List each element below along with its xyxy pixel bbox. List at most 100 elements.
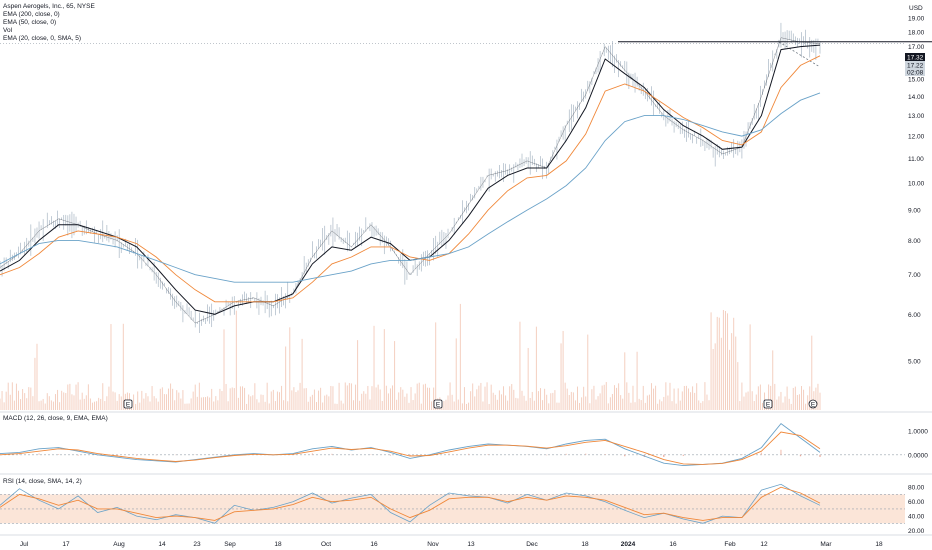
volume-bar: [71, 394, 73, 410]
macd-hist-bar: [18, 454, 21, 455]
volume-bar: [233, 388, 235, 410]
price-tick-label: 14.00: [908, 94, 925, 101]
rsi-line: [0, 483, 821, 524]
volume-bar: [768, 384, 770, 410]
volume-bar: [653, 388, 655, 410]
volume-bar: [484, 386, 486, 410]
volume-bar: [498, 390, 500, 410]
volume-bar: [803, 389, 805, 410]
volume-bar: [17, 390, 19, 410]
macd-hist-bar: [780, 449, 782, 455]
volume-bar: [313, 389, 315, 410]
volume-bar: [809, 386, 811, 410]
volume-bar: [65, 393, 67, 410]
volume-bar: [706, 394, 708, 410]
volume-bar: [338, 382, 340, 410]
volume-bar: [784, 396, 786, 410]
volume-bar: [772, 350, 774, 410]
macd-hist-bar: [741, 454, 743, 455]
rsi-legend[interactable]: RSI (14, close, SMA, 14, 2): [3, 478, 82, 486]
volume-bar: [122, 323, 124, 410]
volume-bar: [20, 399, 22, 410]
volume-bar: [451, 394, 453, 410]
volume-bar: [696, 383, 698, 410]
volume-bar: [778, 396, 780, 410]
volume-bar: [426, 387, 428, 410]
volume-bar: [669, 382, 671, 410]
volume-bar: [519, 321, 521, 410]
volume-bar: [546, 394, 548, 410]
legend-rsi[interactable]: RSI (14, close, SMA, 14, 2): [3, 478, 82, 485]
volume-bar: [57, 389, 59, 410]
volume-bar: [461, 403, 463, 410]
volume-bar: [620, 395, 622, 410]
time-axis[interactable]: Jul 17 Aug 14 23 Sep 18 Oct 16 Nov 13 Dec 18 2024 16 Fe…: [20, 541, 883, 548]
rsi-axis[interactable]: 80.00 60.00 40.00 20.00: [908, 485, 925, 535]
macd-legend[interactable]: MACD (12, 26, close, 9, EMA, EMA): [3, 415, 108, 423]
time-tick-label: 2024: [621, 541, 636, 548]
volume-bar: [599, 393, 601, 410]
price-tag-high: 17.32: [905, 53, 925, 62]
volume-bar: [352, 400, 354, 410]
macd-axis[interactable]: 1.0000 0.0000: [908, 428, 928, 459]
volume-bar: [597, 396, 599, 410]
volume-bar: [404, 396, 406, 410]
macd-hist-bar: [663, 454, 665, 457]
time-tick-label: 16: [669, 541, 677, 548]
volume-bar: [525, 400, 527, 410]
volume-bar: [250, 396, 252, 410]
volume-bar: [381, 401, 383, 410]
volume-bar: [394, 341, 396, 410]
rsi-ma-line: [0, 486, 821, 521]
legend-ema50[interactable]: EMA (50, close, 0): [3, 19, 57, 26]
time-tick-label: Mar: [820, 541, 832, 548]
volume-bar: [533, 400, 535, 410]
price-tick-label: 5.00: [908, 359, 921, 366]
volume-bar: [681, 391, 683, 410]
legend-vol[interactable]: Vol: [3, 27, 13, 34]
series-2: [0, 55, 821, 303]
earnings-marker: E: [433, 399, 443, 409]
volume-bar: [350, 383, 352, 410]
volume-bar: [675, 403, 677, 410]
volume-bar: [418, 382, 420, 410]
volume-bar: [215, 396, 217, 410]
volume-bar: [211, 388, 213, 410]
volume-bar: [593, 385, 595, 410]
volume-bar: [75, 384, 77, 410]
volume-bar: [416, 383, 418, 410]
macd-tick-label: 1.0000: [908, 428, 928, 435]
legend-ema20[interactable]: EMA (20, close, 0, SMA, 5): [3, 35, 82, 42]
volume-bar: [44, 403, 46, 410]
volume-bar: [542, 400, 544, 410]
volume-bar: [815, 387, 817, 410]
volume-bar: [91, 402, 93, 410]
volume-bar: [601, 385, 603, 410]
volume-bar: [507, 400, 509, 410]
volume-bar: [429, 387, 431, 410]
volume-bar: [718, 317, 720, 410]
price-axis[interactable]: 19.0018.0017.0016.0015.0014.0013.0012.00…: [908, 15, 925, 365]
price-tag-last: 17.22: [905, 61, 925, 70]
legend-symbol[interactable]: Aspen Aerogels, Inc., 65, NYSE: [3, 3, 95, 10]
volume-bar: [753, 401, 755, 410]
rsi-tick-label: 20.00: [908, 528, 925, 535]
volume-bar: [605, 382, 607, 410]
volume-bar: [346, 385, 348, 410]
trend-line-dashed[interactable]: [778, 41, 821, 68]
volume-bar: [733, 317, 735, 410]
volume-bar: [227, 401, 229, 410]
volume-bar: [648, 394, 650, 410]
volume-bar: [79, 399, 81, 410]
volume-bar: [749, 324, 751, 410]
volume-bar: [683, 385, 685, 410]
volume-bar: [340, 400, 342, 410]
time-tick-label: Oct: [321, 541, 331, 548]
price-tick-label: 18.00: [908, 29, 925, 36]
volume-bar: [151, 386, 153, 410]
legend-macd[interactable]: MACD (12, 26, close, 9, EMA, EMA): [3, 415, 108, 422]
legend-ema200[interactable]: EMA (200, close, 0): [3, 11, 60, 18]
volume-bar: [414, 393, 416, 410]
